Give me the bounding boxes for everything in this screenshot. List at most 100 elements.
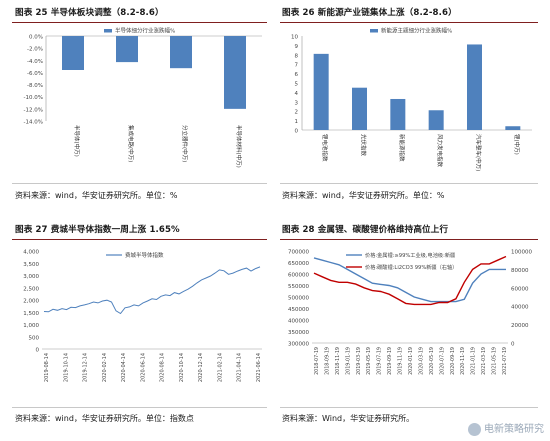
chart-28: 7000006500006000005500005000004500004000… <box>288 250 532 375</box>
y-tick-label: 4,000 <box>23 250 39 256</box>
y-tick-label: 550000 <box>288 284 309 290</box>
x-tick-label: 2020-07-19 <box>439 347 445 375</box>
x-tick-label: 2021-07-19 <box>502 347 508 375</box>
x-tick-label: 汽车整车(中万) <box>475 134 483 171</box>
y-tick-label: 300000 <box>288 342 309 348</box>
x-tick-label: 风力发电指数 <box>436 134 444 168</box>
x-tick-label: 2021-03-19 <box>481 347 487 375</box>
x-tick-label: 2020-12-14 <box>198 353 204 382</box>
y-tick-label: 3 <box>295 100 299 106</box>
series-line <box>43 266 261 315</box>
y-tick-label: 4 <box>295 91 299 97</box>
legend-swatch <box>104 29 112 33</box>
x-tick-label: 2019-11-19 <box>398 347 404 375</box>
x-tick-label: 2021-01-19 <box>471 347 477 375</box>
x-tick-label: 2021-02-14 <box>217 353 223 382</box>
legend-swatch <box>370 29 378 33</box>
x-tick-label: 锂(中万) <box>513 134 521 155</box>
y-tick-label: 350000 <box>288 330 309 336</box>
chart-25-rule <box>12 22 267 23</box>
chart-28-title: 图表 28 金属锂、碳酸锂价格维持高位上行 <box>282 225 449 235</box>
y-tick-label: 500 <box>29 335 40 341</box>
chart-27-bottom-rule <box>12 407 267 408</box>
y-tick-label: 3,500 <box>23 262 39 268</box>
y-tick-label: 2,500 <box>23 286 39 292</box>
y-tick-label: 600000 <box>288 273 309 279</box>
y2-tick-label: 20000 <box>511 323 529 329</box>
x-tick-label: 分立器件(中万) <box>181 125 189 162</box>
y2-tick-label: 40000 <box>511 305 529 311</box>
x-tick-label: 2020-10-14 <box>179 353 185 382</box>
legend-label: 半导体细分行业涨跌幅% <box>115 27 175 35</box>
bar <box>428 110 444 130</box>
y-tick-label: 7 <box>295 63 299 69</box>
x-tick-label: 2020-02-14 <box>102 353 108 382</box>
y-tick-label: -12.0% <box>24 107 43 113</box>
chart-25-source: 资料来源：wind，华安证券研究所。单位：% <box>15 191 178 200</box>
x-tick-label: 2018-09-19 <box>324 347 330 375</box>
y2-tick-label: 100000 <box>511 250 532 256</box>
x-tick-label: 2021-05-19 <box>492 347 498 375</box>
bar <box>390 98 406 130</box>
chart-27-title: 图表 27 费城半导体指数一周上涨 1.65% <box>15 225 180 235</box>
bar <box>505 126 521 130</box>
x-tick-label: 2019-01-19 <box>345 347 351 375</box>
y-tick-label: 0 <box>36 348 40 354</box>
chart-26-bottom-rule <box>280 183 538 184</box>
x-tick-label: 2020-08-14 <box>160 353 166 382</box>
y-tick-label: 3,000 <box>23 274 39 280</box>
x-tick-label: 2018-11-19 <box>335 347 341 375</box>
y-tick-label: 2 <box>295 110 299 116</box>
chart-27: 4,000 3,500 3,000 2,500 2,000 1,500 1,000 500 0 费… <box>23 250 262 382</box>
bar <box>116 36 138 63</box>
x-tick-label: 2020-11-19 <box>460 347 466 375</box>
bar <box>62 36 84 70</box>
x-tick-label: 集成电路(中万) <box>127 125 135 162</box>
legend-label: 新能源主题细分行业涨跌幅% <box>381 27 452 35</box>
x-tick-label: 2020-03-19 <box>418 347 424 375</box>
y-tick-label: 0 <box>295 129 299 135</box>
legend-label: 价格:金属锂:≥99%工业级,电池级:新疆 <box>365 251 455 259</box>
y-tick-label: 2,000 <box>23 299 39 305</box>
y-tick-label: 8 <box>295 53 299 59</box>
legend-label: 价格:碳酸锂:Li2CO3 99%新疆（右轴） <box>365 263 457 271</box>
bar <box>352 87 367 130</box>
y-tick-label: 6 <box>295 72 299 78</box>
chart-26-title: 图表 26 新能源产业链集体上涨（8.2-8.6） <box>282 8 457 18</box>
x-tick-label: 2019-10-14 <box>63 353 69 382</box>
chart-25: 0.0% -2.0% -4.0% -6.0% -8.0% -10.0% -12.0% -14.… <box>24 27 262 168</box>
y-tick-label: 1,500 <box>23 311 39 317</box>
chart-26-source: 资料来源：wind，华安证券研究所。单位：% <box>282 191 445 200</box>
chart-28-source: 资料来源：Wind，华安证券研究所。 <box>282 414 415 423</box>
x-tick-label: 2020-05-19 <box>429 347 435 375</box>
bar <box>313 53 329 130</box>
x-tick-label: 半导体材料(中万) <box>235 125 243 168</box>
y-tick-label: 10 <box>291 35 298 41</box>
x-tick-label: 2018-07-19 <box>314 347 320 375</box>
x-tick-label: 2019-08-14 <box>44 353 50 382</box>
y-tick-label: 450000 <box>288 307 309 313</box>
x-tick-label: 2020-01-19 <box>408 347 414 375</box>
chart-27-rule <box>12 239 267 240</box>
x-tick-label: 2019-05-19 <box>366 347 372 375</box>
y-tick-label: -4.0% <box>27 59 43 65</box>
y-tick-label: -10.0% <box>24 95 43 101</box>
legend-label: 费城半导体指数 <box>125 251 164 259</box>
wechat-logo-icon <box>468 422 481 436</box>
chart-28-bottom-rule <box>280 407 538 408</box>
chart-26: 109876543210新能源主题细分行业涨跌幅%锂电池指数 光伏指数 新能源指数风… <box>291 27 532 171</box>
x-tick-label: 2020-06-14 <box>140 353 146 382</box>
x-tick-label: 2021-04-14 <box>237 353 243 382</box>
y-tick-label: 1,000 <box>23 323 39 329</box>
chart-27-source: 资料来源：wind，华安证券研究所。单位：指数点 <box>15 414 194 423</box>
x-tick-label: 2019-09-19 <box>387 347 393 375</box>
x-tick-label: 光伏指数 <box>360 134 368 157</box>
y-tick-label: 650000 <box>288 261 309 267</box>
series-line <box>313 257 506 303</box>
x-tick-label: 半导体(中万) <box>73 125 81 157</box>
x-tick-label: 2019-03-19 <box>356 347 362 375</box>
y-tick-label: 400000 <box>288 319 309 325</box>
y2-tick-label: 60000 <box>511 286 529 292</box>
chart-28-rule <box>280 239 538 240</box>
y-tick-label: -6.0% <box>27 71 43 77</box>
